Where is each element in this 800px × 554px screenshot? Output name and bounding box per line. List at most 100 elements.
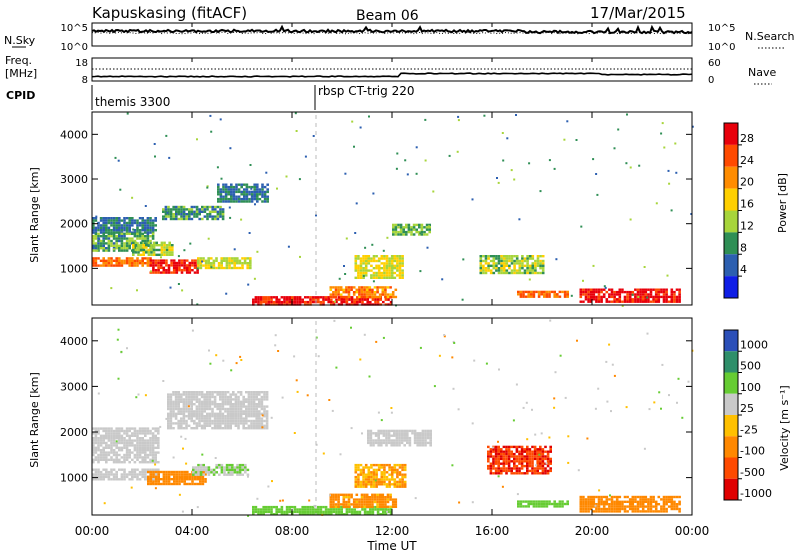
velocity-cell	[589, 498, 593, 501]
power-cell	[545, 290, 549, 294]
velocity-cell	[314, 508, 317, 511]
velocity-cell	[125, 434, 129, 437]
velocity-cell	[247, 403, 251, 406]
velocity-cell	[368, 503, 372, 506]
power-cell	[141, 224, 144, 227]
velocity-cell	[314, 510, 317, 514]
velocity-cell	[239, 417, 243, 420]
velocity-cell	[507, 460, 511, 463]
velocity-cell	[221, 393, 225, 396]
velocity-cell	[553, 500, 556, 503]
power-cell	[401, 274, 404, 277]
power-cell	[678, 288, 681, 291]
velocity-cell	[365, 500, 369, 504]
power-cell	[492, 255, 496, 258]
power-cell	[360, 293, 364, 296]
power-cell	[265, 296, 268, 299]
power-cell	[362, 259, 365, 263]
velocity-cell	[224, 393, 227, 396]
power-cell	[147, 253, 151, 256]
velocity-cell	[167, 424, 170, 427]
velocity-cell	[394, 505, 398, 508]
velocity-cell	[149, 444, 152, 447]
power-cell	[385, 269, 389, 272]
power-cell	[188, 264, 192, 267]
power-cell	[401, 264, 404, 267]
power-cell	[500, 259, 503, 263]
power-cell	[115, 221, 118, 225]
velocity-cell	[138, 473, 142, 476]
velocity-cell	[195, 417, 199, 420]
power-cell	[482, 267, 485, 270]
velocity-cell	[151, 432, 155, 435]
power-cell	[177, 208, 181, 211]
power-cell	[367, 255, 371, 258]
velocity-cell	[398, 441, 401, 445]
power-cell	[644, 290, 648, 294]
velocity-cell	[377, 480, 381, 484]
power-cell	[563, 138, 566, 141]
power-cell	[197, 262, 200, 265]
velocity-cell	[146, 461, 150, 464]
power-cell	[526, 264, 529, 267]
velocity-cell	[368, 375, 371, 378]
velocity-cell	[497, 460, 500, 463]
power-cell	[410, 228, 413, 231]
velocity-cell	[160, 482, 163, 486]
power-cell	[154, 264, 158, 267]
power-cell	[390, 262, 394, 265]
power-cell	[626, 300, 629, 303]
velocity-cell	[110, 478, 113, 481]
velocity-cell	[147, 470, 150, 474]
power-cell	[110, 239, 113, 243]
velocity-cell	[502, 457, 506, 461]
power-cell	[508, 271, 511, 275]
power-cell	[388, 259, 391, 263]
power-cell	[347, 286, 351, 289]
power-cell	[125, 232, 129, 235]
velocity-cell	[102, 473, 105, 476]
power-cell	[160, 246, 164, 249]
velocity-cell	[120, 449, 124, 452]
velocity-cell	[188, 475, 192, 478]
velocity-colorbar-tick-label: 500	[740, 360, 761, 373]
velocity-cell	[138, 444, 142, 447]
velocity-cell	[247, 400, 251, 403]
velocity-cell	[206, 398, 209, 401]
power-cell	[388, 264, 391, 267]
velocity-cell	[169, 417, 173, 420]
velocity-cell	[107, 470, 111, 474]
power-cell	[172, 271, 176, 274]
velocity-cell	[502, 467, 506, 470]
velocity-cell	[471, 422, 474, 425]
power-cell	[220, 177, 223, 180]
power-cell	[195, 210, 199, 213]
power-cell	[513, 267, 516, 270]
velocity-cell	[327, 508, 330, 511]
velocity-cell	[364, 475, 368, 479]
velocity-cell	[413, 434, 417, 437]
power-cell	[362, 269, 365, 272]
power-cell	[354, 276, 358, 279]
velocity-cell	[123, 468, 126, 471]
power-cell	[309, 298, 312, 301]
velocity-cell	[395, 441, 399, 445]
power-cell	[245, 190, 249, 194]
power-cell	[110, 221, 113, 225]
velocity-cell	[458, 501, 461, 504]
velocity-cell	[206, 405, 209, 408]
velocity-cell	[395, 439, 399, 442]
velocity-cell	[347, 505, 351, 508]
velocity-cell	[234, 403, 238, 406]
power-cell	[183, 264, 186, 267]
power-cell	[340, 300, 343, 304]
velocity-cell	[647, 505, 650, 508]
power-cell	[370, 259, 373, 263]
velocity-cell	[195, 393, 199, 396]
power-cell	[304, 300, 307, 304]
power-cell	[214, 210, 217, 213]
power-cell	[615, 298, 619, 301]
power-cell	[389, 286, 392, 289]
power-cell	[396, 255, 399, 258]
x-axis: 00:00 04:00 08:00 12:00 16:00 20:00 00:00	[75, 23, 709, 538]
